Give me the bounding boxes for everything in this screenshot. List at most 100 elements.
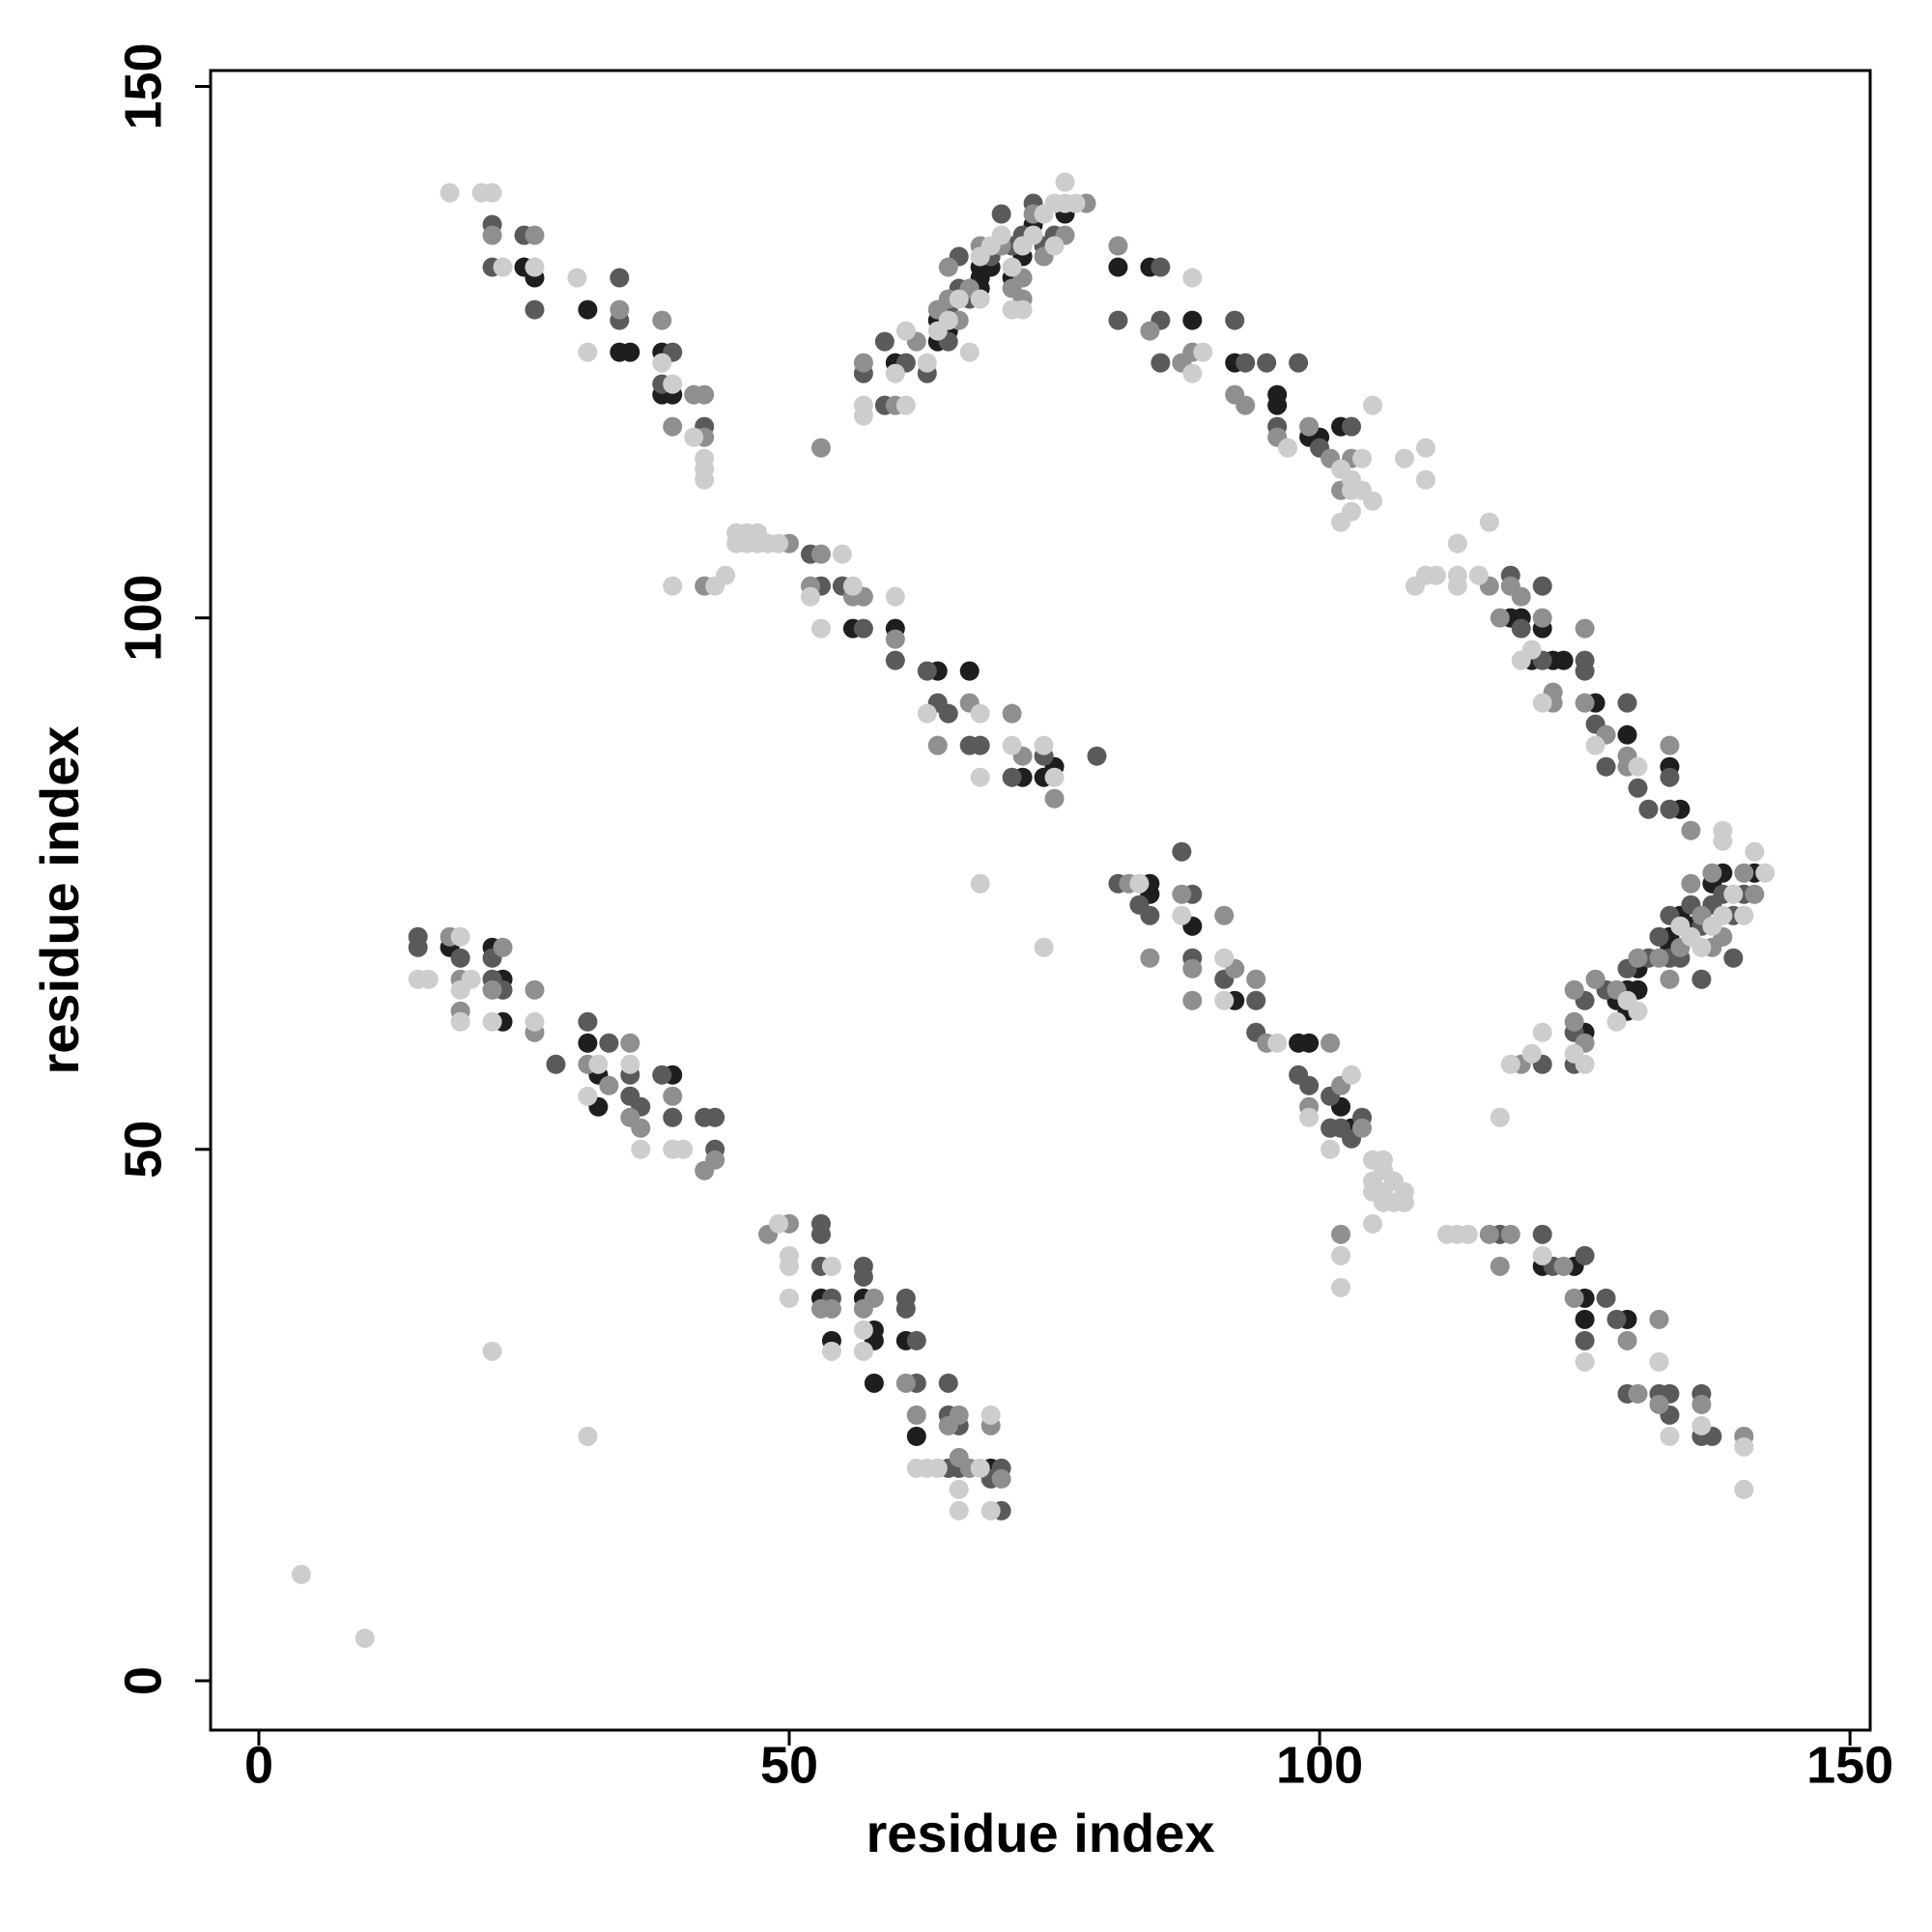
x-tick-label: 150 [1806, 1736, 1893, 1794]
point [1649, 1309, 1669, 1329]
point [578, 342, 598, 362]
point [970, 873, 990, 894]
point [991, 1468, 1011, 1489]
point [1500, 1224, 1520, 1244]
point [1500, 1054, 1520, 1074]
point [1575, 1054, 1595, 1074]
point [631, 1118, 651, 1138]
point [1681, 873, 1701, 894]
point [885, 363, 905, 384]
point [546, 1054, 566, 1074]
point [482, 225, 502, 245]
point [1034, 735, 1054, 755]
point [1129, 873, 1150, 894]
point [917, 353, 937, 373]
point [610, 268, 630, 288]
point [599, 1033, 619, 1053]
point [1267, 1033, 1288, 1053]
point [1257, 353, 1277, 373]
point [800, 586, 820, 607]
point [1532, 576, 1552, 596]
point [525, 299, 545, 320]
point [578, 1011, 598, 1032]
point [695, 384, 715, 405]
point [482, 183, 502, 203]
point [1182, 268, 1203, 288]
point [1182, 958, 1203, 979]
point [695, 1107, 715, 1127]
point [450, 926, 470, 947]
point [1596, 756, 1616, 777]
point [578, 299, 598, 320]
point [810, 544, 831, 564]
point [578, 1086, 598, 1106]
point [1236, 353, 1256, 373]
point [620, 342, 640, 362]
point [1140, 905, 1160, 925]
point [705, 576, 725, 596]
point [1214, 948, 1235, 968]
point [927, 1458, 948, 1478]
point [1458, 1224, 1478, 1244]
point [927, 735, 948, 755]
point [1055, 172, 1075, 192]
point [1321, 1033, 1341, 1053]
point [906, 1426, 926, 1446]
x-tick-label: 50 [760, 1736, 818, 1794]
point [1691, 1415, 1712, 1435]
point [938, 1373, 958, 1393]
point [780, 1288, 800, 1308]
point [493, 937, 513, 957]
y-tick-label: 150 [114, 43, 172, 129]
point [980, 1500, 1001, 1520]
point [663, 576, 683, 596]
point [1606, 1309, 1627, 1329]
point [1734, 863, 1754, 883]
x-tick-label: 100 [1276, 1736, 1363, 1794]
point [1236, 395, 1256, 415]
point [1479, 512, 1499, 532]
point [1044, 767, 1065, 787]
point [355, 1628, 375, 1648]
point [1660, 1426, 1680, 1446]
point [949, 1500, 969, 1520]
point [1108, 310, 1128, 330]
point [408, 937, 428, 957]
point [1723, 884, 1744, 904]
point [1575, 1351, 1595, 1372]
point [1660, 767, 1680, 787]
point [1415, 469, 1435, 490]
point [832, 544, 852, 564]
point [938, 257, 958, 277]
point [1214, 905, 1235, 925]
point [1151, 353, 1171, 373]
point [810, 438, 831, 458]
point [1713, 831, 1733, 851]
point [1649, 1351, 1669, 1372]
point [1713, 905, 1733, 925]
point [673, 1139, 694, 1159]
point [1702, 863, 1722, 883]
point [1140, 321, 1160, 341]
point [1342, 416, 1362, 437]
point [810, 618, 831, 639]
point [684, 427, 704, 447]
point [810, 1298, 831, 1319]
point [1617, 1330, 1637, 1350]
point [482, 980, 502, 1000]
point [970, 735, 990, 755]
point [885, 586, 905, 607]
point [1267, 395, 1288, 415]
point [853, 1266, 873, 1287]
point [1182, 363, 1203, 384]
point [450, 1011, 470, 1032]
point [652, 353, 672, 373]
point [1321, 1139, 1341, 1159]
x-tick-label: 0 [244, 1736, 273, 1794]
point [949, 289, 969, 309]
point [1044, 193, 1065, 213]
point [1012, 299, 1033, 320]
point [1108, 257, 1128, 277]
point [1734, 1436, 1754, 1457]
point [853, 353, 873, 373]
